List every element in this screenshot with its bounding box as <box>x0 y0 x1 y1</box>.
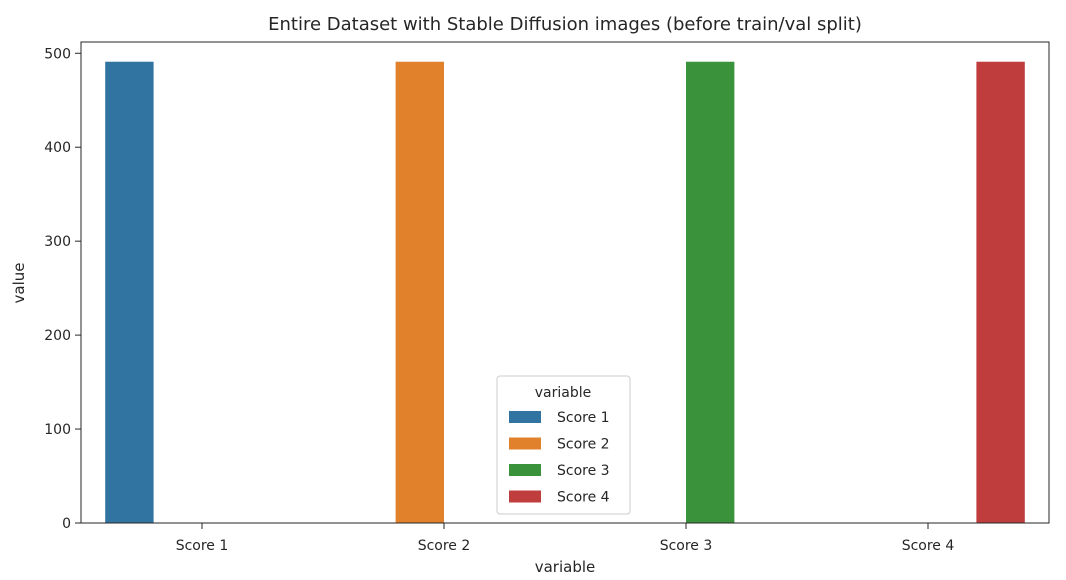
legend-entry-label: Score 3 <box>557 463 610 479</box>
y-tick-label: 100 <box>44 422 71 438</box>
plot-frame <box>80 41 1050 524</box>
x-tick-label: Score 2 <box>418 538 471 554</box>
legend-items: Score 1 Score 2 Score 3 Score 4 <box>509 410 610 506</box>
chart-title: Entire Dataset with Stable Diffusion ima… <box>268 14 862 35</box>
legend: variable Score 1 Score 2 Score 3 Score 4 <box>496 375 631 515</box>
bar-score-2 <box>395 61 444 523</box>
legend-entry-label: Score 2 <box>557 437 610 453</box>
y-tick-label: 400 <box>44 140 71 156</box>
legend-entry-label: Score 1 <box>557 410 610 426</box>
y-tick-label: 0 <box>62 516 71 532</box>
x-tick-label: Score 4 <box>902 538 955 554</box>
legend-swatch <box>509 464 541 476</box>
legend-title: variable <box>535 385 591 401</box>
y-tick-label: 500 <box>44 46 71 62</box>
bars-group <box>105 61 1025 523</box>
bar-score-3 <box>686 61 735 523</box>
legend-swatch <box>509 490 541 503</box>
x-axis: Score 1 Score 2 Score 3 Score 4 <box>176 523 955 554</box>
y-axis-label: value <box>10 263 28 304</box>
y-tick-label: 300 <box>44 234 71 250</box>
x-axis-label: variable <box>535 558 596 576</box>
legend-entry-label: Score 4 <box>557 490 610 506</box>
bar-score-4 <box>976 61 1025 523</box>
y-tick-label: 200 <box>44 328 71 344</box>
x-tick-label: Score 3 <box>660 538 713 554</box>
legend-swatch <box>509 437 541 450</box>
legend-box <box>496 375 631 515</box>
bar-score-1 <box>105 61 154 523</box>
y-axis: 0 100 200 300 400 500 <box>44 46 81 532</box>
x-tick-label: Score 1 <box>176 538 229 554</box>
legend-swatch <box>509 411 541 423</box>
